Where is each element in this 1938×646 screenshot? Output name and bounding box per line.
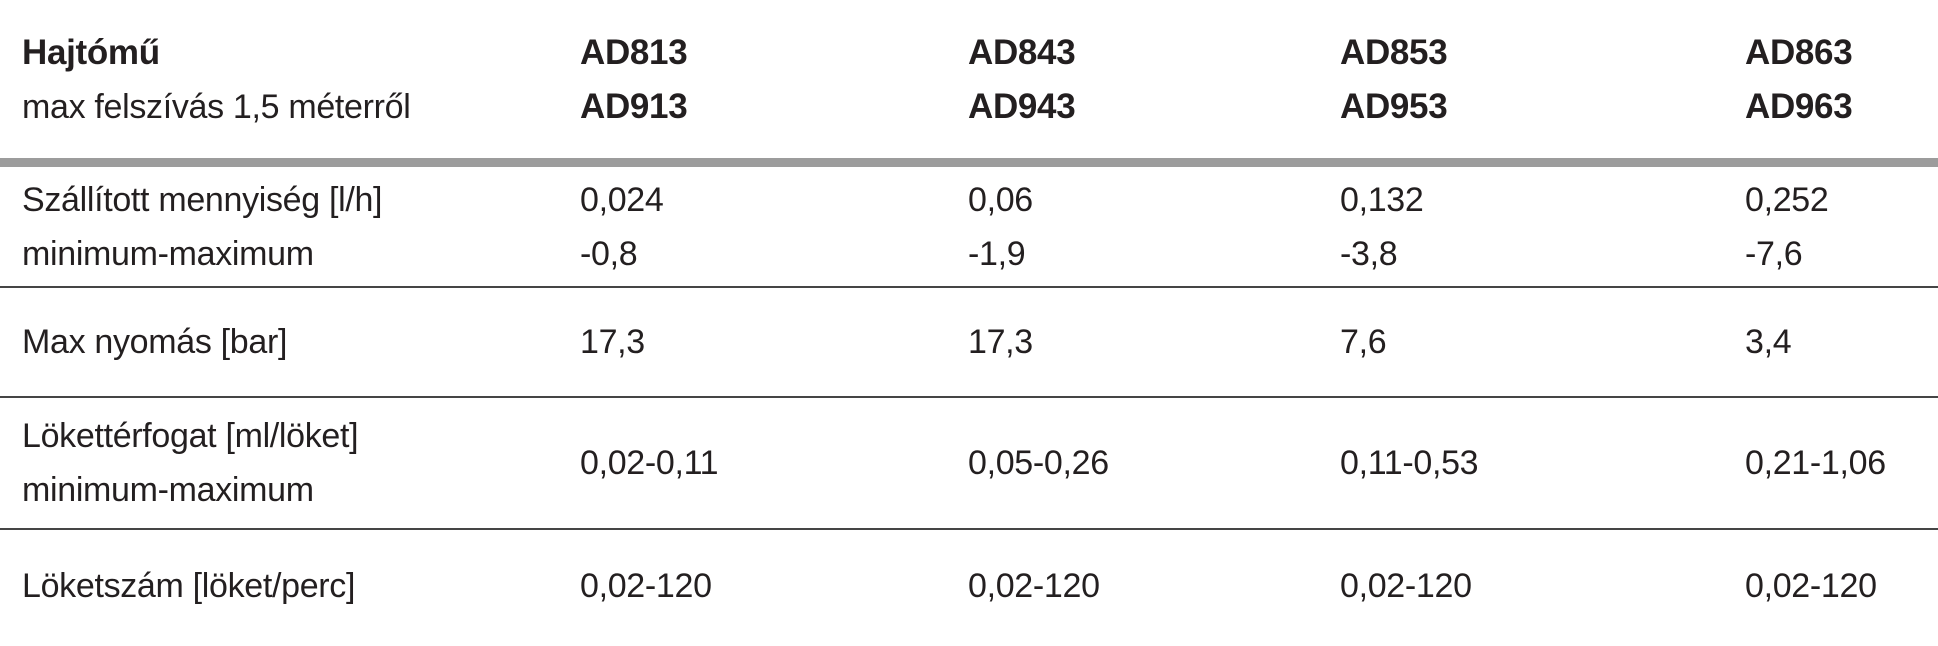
value-range: 0,11-0,53 [1340, 444, 1479, 482]
row-label: Lökettérfogat [ml/löket] [22, 417, 359, 455]
row-label-cell: Max nyomás [bar] [0, 323, 580, 361]
row-label: Löketszám [löket/perc] [22, 567, 356, 605]
model-name: AD953 [1340, 87, 1448, 126]
table-row-max-pressure: Max nyomás [bar] 17,3 17,3 7,6 3,4 [0, 288, 1938, 398]
value-range: 0,02-120 [968, 567, 1100, 605]
model-name: AD863 [1745, 33, 1853, 72]
column-header-ad843: AD843 AD943 [968, 26, 1340, 134]
table-row-stroke-volume: Lökettérfogat [ml/löket] minimum-maximum… [0, 398, 1938, 530]
cell-value: 7,6 [1340, 323, 1745, 361]
column-header-ad853: AD853 AD953 [1340, 26, 1745, 134]
table-row-stroke-frequency: Löketszám [löket/perc] 0,02-120 0,02-120… [0, 530, 1938, 642]
value-max: -0,8 [580, 234, 638, 273]
cell-value: 3,4 [1745, 323, 1938, 361]
value-min: 0,06 [968, 180, 1033, 219]
cell-value: 0,02-120 [968, 567, 1340, 605]
cell-value: 0,05-0,26 [968, 444, 1340, 482]
model-name: AD913 [580, 87, 688, 126]
model-name: AD853 [1340, 33, 1448, 72]
value: 3,4 [1745, 323, 1792, 361]
value-min: 0,024 [580, 180, 664, 219]
cell-value: 0,02-120 [1340, 567, 1745, 605]
model-name: AD963 [1745, 87, 1853, 126]
header-title: Hajtómű [22, 33, 160, 72]
value-range: 0,02-0,11 [580, 444, 719, 482]
value: 17,3 [580, 323, 645, 361]
cell-value: 0,024 -0,8 [580, 173, 968, 281]
row-label-sub: minimum-maximum [22, 471, 314, 509]
value-range: 0,02-120 [580, 567, 712, 605]
value-max: -1,9 [968, 234, 1026, 273]
cell-value: 0,21-1,06 [1745, 444, 1938, 482]
table-header-row: Hajtómű max felszívás 1,5 méterről AD813… [0, 0, 1938, 158]
cell-value: 0,02-0,11 [580, 444, 968, 482]
cell-value: 17,3 [968, 323, 1340, 361]
model-name: AD943 [968, 87, 1076, 126]
value-range: 0,02-120 [1745, 567, 1877, 605]
value-min: 0,252 [1745, 180, 1829, 219]
row-label-sub: minimum-maximum [22, 234, 314, 273]
cell-value: 17,3 [580, 323, 968, 361]
header-label-cell: Hajtómű max felszívás 1,5 méterről [0, 26, 580, 134]
cell-value: 0,132 -3,8 [1340, 173, 1745, 281]
row-label: Szállított mennyiség [l/h] [22, 180, 383, 219]
row-label-cell: Szállított mennyiség [l/h] minimum-maxim… [0, 173, 580, 281]
value-max: -3,8 [1340, 234, 1398, 273]
header-divider-rule [0, 158, 1938, 167]
cell-value: 0,06 -1,9 [968, 173, 1340, 281]
cell-value: 0,02-120 [1745, 567, 1938, 605]
value: 7,6 [1340, 323, 1387, 361]
model-name: AD843 [968, 33, 1076, 72]
value: 17,3 [968, 323, 1033, 361]
value-max: -7,6 [1745, 234, 1803, 273]
column-header-ad813: AD813 AD913 [580, 26, 968, 134]
cell-value: 0,252 -7,6 [1745, 173, 1938, 281]
table-row-flow-rate: Szállított mennyiség [l/h] minimum-maxim… [0, 167, 1938, 288]
value-min: 0,132 [1340, 180, 1424, 219]
row-label-cell: Lökettérfogat [ml/löket] minimum-maximum [0, 409, 580, 517]
header-subtitle: max felszívás 1,5 méterről [22, 88, 411, 126]
cell-value: 0,11-0,53 [1340, 444, 1745, 482]
column-header-ad863: AD863 AD963 [1745, 26, 1938, 134]
row-label-cell: Löketszám [löket/perc] [0, 567, 580, 605]
row-label: Max nyomás [bar] [22, 323, 288, 361]
cell-value: 0,02-120 [580, 567, 968, 605]
value-range: 0,21-1,06 [1745, 444, 1886, 482]
value-range: 0,02-120 [1340, 567, 1472, 605]
model-name: AD813 [580, 33, 688, 72]
value-range: 0,05-0,26 [968, 444, 1109, 482]
